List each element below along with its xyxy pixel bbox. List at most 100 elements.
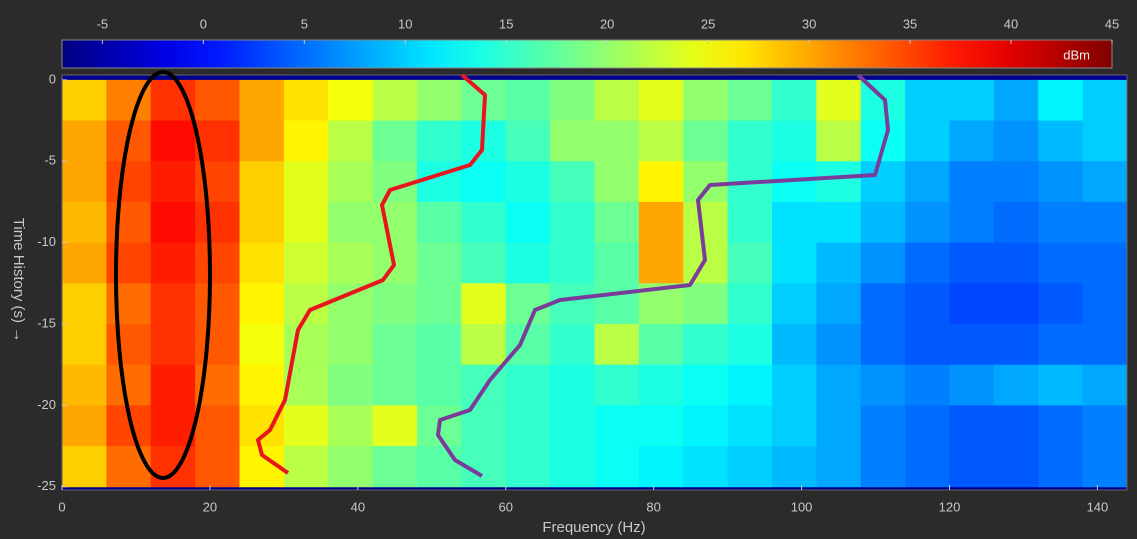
heatmap-cell [328,121,373,162]
heatmap-cell [816,405,861,446]
heatmap-cell [417,324,462,365]
heatmap-cell [1083,446,1128,487]
heatmap-cell [683,80,728,121]
heatmap-cell [772,80,817,121]
heatmap-cell [816,365,861,406]
heatmap-cell [1038,283,1083,324]
heatmap-cell [62,121,107,162]
heatmap-cell [506,365,551,406]
heatmap-cell [816,283,861,324]
heatmap-cell [417,80,462,121]
heatmap-cell [994,243,1039,284]
colorbar-tick-label: 30 [802,16,816,31]
heatmap-cell [861,283,906,324]
heatmap-cell [683,365,728,406]
heatmap-cell [994,405,1039,446]
heatmap-cell [639,161,684,202]
heatmap-cell [1083,324,1128,365]
heatmap-cell [417,446,462,487]
heatmap-cell [994,324,1039,365]
heatmap-cell [328,161,373,202]
heatmap-cell [905,283,950,324]
heatmap-cell [595,121,640,162]
heatmap-cell [240,161,285,202]
heatmap [62,75,1128,490]
heatmap-cell [417,283,462,324]
heatmap-cell [861,202,906,243]
heatmap-cell [461,202,506,243]
heatmap-cell [1038,243,1083,284]
heatmap-cell [373,283,418,324]
heatmap-cell [772,121,817,162]
heatmap-cell [506,161,551,202]
heatmap-cell [772,405,817,446]
heatmap-cell [461,324,506,365]
heatmap-cell [595,202,640,243]
heatmap-cell [550,324,595,365]
heatmap-cell [195,202,240,243]
colorbar-tick-label: 25 [701,16,715,31]
heatmap-cell [728,365,773,406]
heatmap-cell [683,161,728,202]
heatmap-cell [728,324,773,365]
heatmap-cell [151,202,196,243]
heatmap-cell [639,446,684,487]
heatmap-cell [816,324,861,365]
heatmap-cell [595,446,640,487]
heatmap-cell [240,202,285,243]
heatmap-cell [816,80,861,121]
heatmap-cell [373,121,418,162]
heatmap-cell [62,161,107,202]
heatmap-cell [905,446,950,487]
heatmap-cell [506,121,551,162]
heatmap-cell [728,121,773,162]
heatmap-cell [728,446,773,487]
heatmap-cell [905,161,950,202]
heatmap-cell [106,283,151,324]
heatmap-cell [861,161,906,202]
heatmap-cell [861,365,906,406]
heatmap-cell [106,243,151,284]
heatmap-cell [994,161,1039,202]
heatmap-cell [816,446,861,487]
heatmap-cell [284,405,329,446]
heatmap-cell [905,365,950,406]
heatmap-cell [905,80,950,121]
heatmap-cell [994,121,1039,162]
heatmap-cell [550,446,595,487]
heatmap-cell [151,161,196,202]
heatmap-cell [284,80,329,121]
heatmap-cell [905,121,950,162]
heatmap-cell [328,283,373,324]
heatmap-cell [683,283,728,324]
heatmap-cell [328,80,373,121]
heatmap-cell [772,283,817,324]
heatmap-cell [595,365,640,406]
heatmap-cell [772,324,817,365]
colorbar [62,40,1112,68]
heatmap-cell [550,161,595,202]
heatmap-cell [151,446,196,487]
heatmap-cell [595,283,640,324]
heatmap-cell [195,243,240,284]
heatmap-cell [950,80,995,121]
heatmap-cell [417,243,462,284]
heatmap-cell [328,202,373,243]
chart: dBm Frequency (Hz) Time History (s) → -5… [0,0,1137,539]
heatmap-cell [328,324,373,365]
heatmap-cell [994,446,1039,487]
heatmap-cell [595,324,640,365]
heatmap-cell [772,365,817,406]
heatmap-cell [284,121,329,162]
heatmap-cell [195,446,240,487]
heatmap-cell [373,324,418,365]
heatmap-cell [240,121,285,162]
heatmap-cell [861,405,906,446]
heatmap-cell [639,243,684,284]
heatmap-cell [772,202,817,243]
heatmap-cell [195,283,240,324]
y-tick-label: -10 [37,234,56,249]
heatmap-cell [683,405,728,446]
heatmap-cell [417,365,462,406]
heatmap-cell [62,324,107,365]
